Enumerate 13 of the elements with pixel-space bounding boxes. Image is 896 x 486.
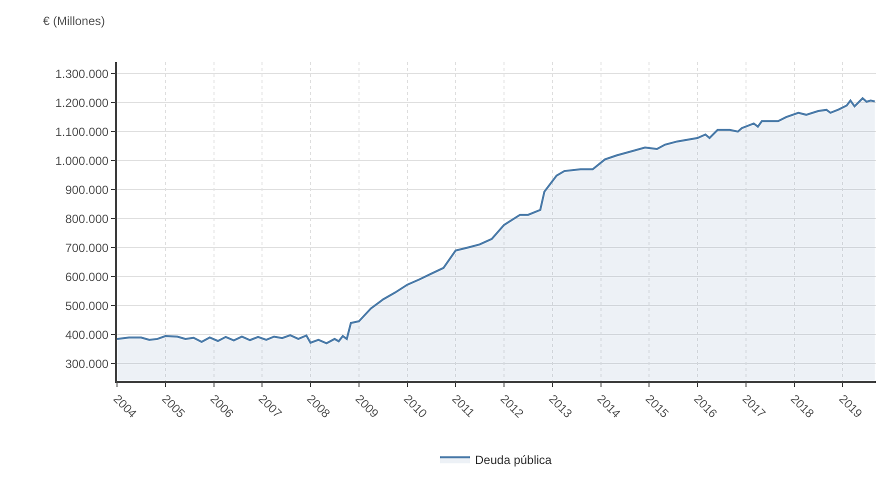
y-tick-label: 800.000 — [65, 212, 109, 226]
y-tick-label: 1.300.000 — [55, 66, 109, 81]
y-tick-label: 1.000.000 — [55, 154, 109, 168]
y-tick-label: 400.000 — [65, 328, 109, 342]
y-tick-label: 300.000 — [65, 356, 109, 371]
y-tick-label: 500.000 — [65, 298, 109, 313]
y-tick-label: 1.200.000 — [55, 96, 109, 110]
y-axis-title: € (Millones) — [43, 14, 106, 28]
y-tick-label: 900.000 — [65, 182, 109, 197]
y-tick-label: 700.000 — [65, 240, 109, 255]
legend-label: Deuda pública — [475, 452, 552, 467]
y-tick-label: 1.100.000 — [55, 124, 109, 139]
y-tick-label: 600.000 — [65, 270, 109, 284]
